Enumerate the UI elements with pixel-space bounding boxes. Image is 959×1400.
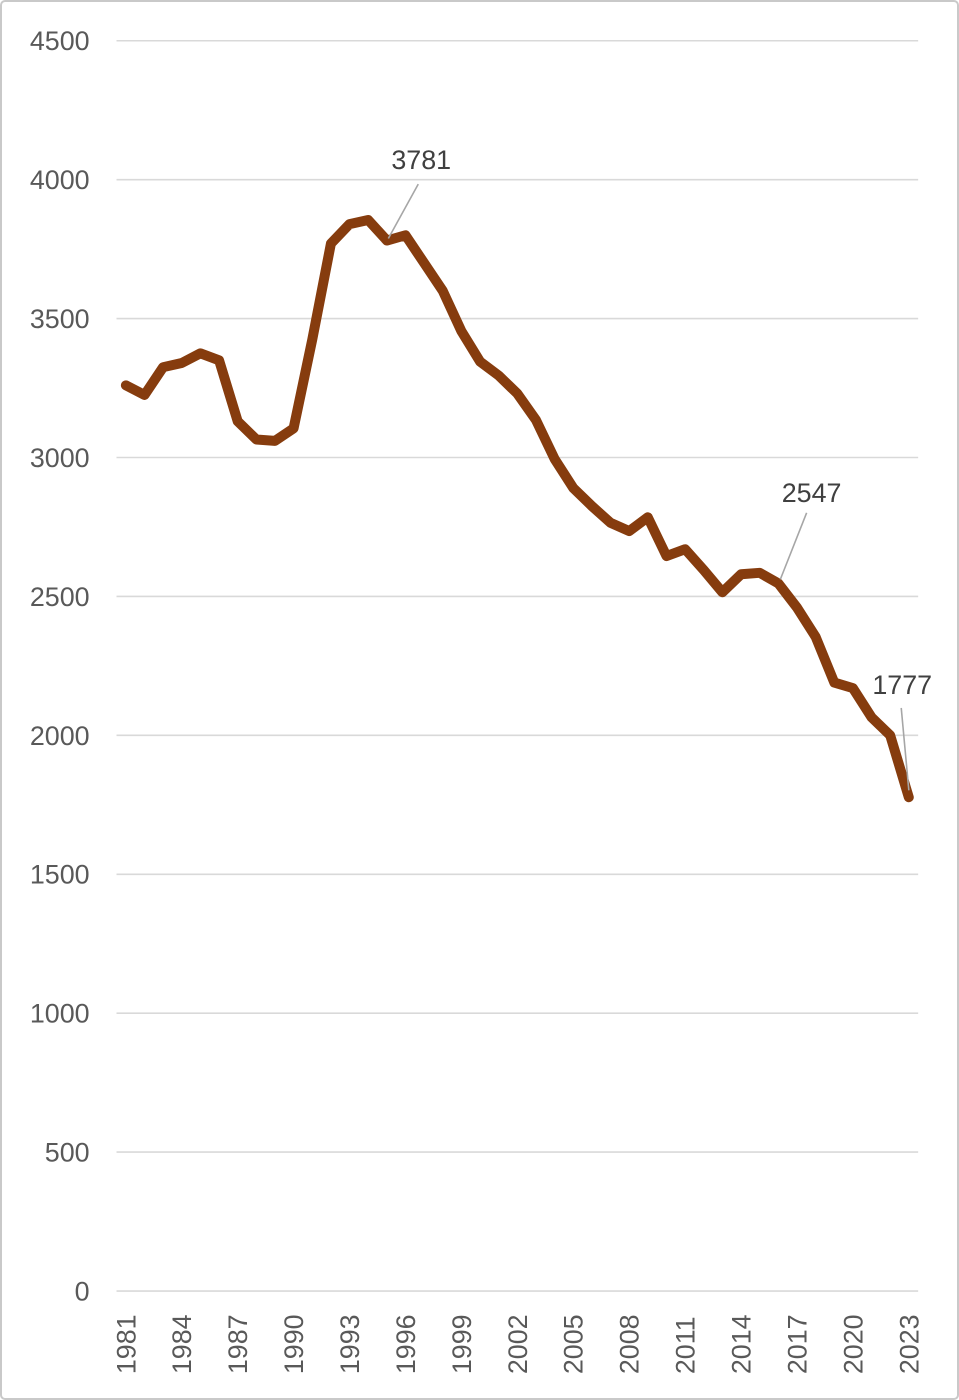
x-tick-label: 2005	[559, 1314, 589, 1374]
x-tick-label: 2017	[782, 1314, 812, 1374]
y-tick-label: 1000	[30, 999, 90, 1029]
y-tick-label: 1500	[30, 860, 90, 890]
data-label-leader-line	[387, 183, 419, 239]
x-axis-labels: 1981 1984 1987 1990 1993 1996 1999 2002 2005 2008…	[111, 1314, 924, 1374]
y-tick-label: 4500	[30, 26, 90, 56]
x-tick-label: 2020	[838, 1314, 868, 1374]
x-tick-label: 1981	[111, 1314, 141, 1374]
data-label: 2547	[782, 478, 842, 508]
y-tick-label: 4000	[30, 165, 90, 195]
data-label: 1777	[872, 670, 932, 700]
gridlines	[116, 39, 919, 1292]
x-tick-label: 2014	[727, 1314, 757, 1374]
y-tick-label: 2500	[30, 582, 90, 612]
x-tick-label: 1996	[391, 1314, 421, 1374]
x-tick-label: 1990	[279, 1314, 309, 1374]
x-tick-label: 2008	[615, 1314, 645, 1374]
data-labels: 3781 2547 1777	[387, 145, 932, 791]
x-tick-label: 2023	[894, 1314, 924, 1374]
data-label: 3781	[391, 145, 451, 175]
y-tick-label: 3000	[30, 443, 90, 473]
x-tick-label: 1999	[447, 1314, 477, 1374]
data-series-line	[120, 215, 914, 803]
y-tick-label: 3500	[30, 304, 90, 334]
y-axis-labels: 0 500 1000 1500 2000 2500 3000 3500 4000 4500	[30, 26, 90, 1306]
y-tick-label: 0	[75, 1276, 90, 1306]
y-tick-label: 2000	[30, 721, 90, 751]
x-tick-label: 1987	[223, 1314, 253, 1374]
data-label-leader-line	[900, 707, 910, 791]
x-tick-label: 2011	[671, 1316, 701, 1374]
data-label-leader-line	[779, 512, 808, 580]
x-tick-label: 1984	[167, 1314, 197, 1374]
x-tick-label: 2002	[503, 1314, 533, 1374]
y-tick-label: 500	[45, 1138, 90, 1168]
x-tick-label: 1993	[335, 1314, 365, 1374]
